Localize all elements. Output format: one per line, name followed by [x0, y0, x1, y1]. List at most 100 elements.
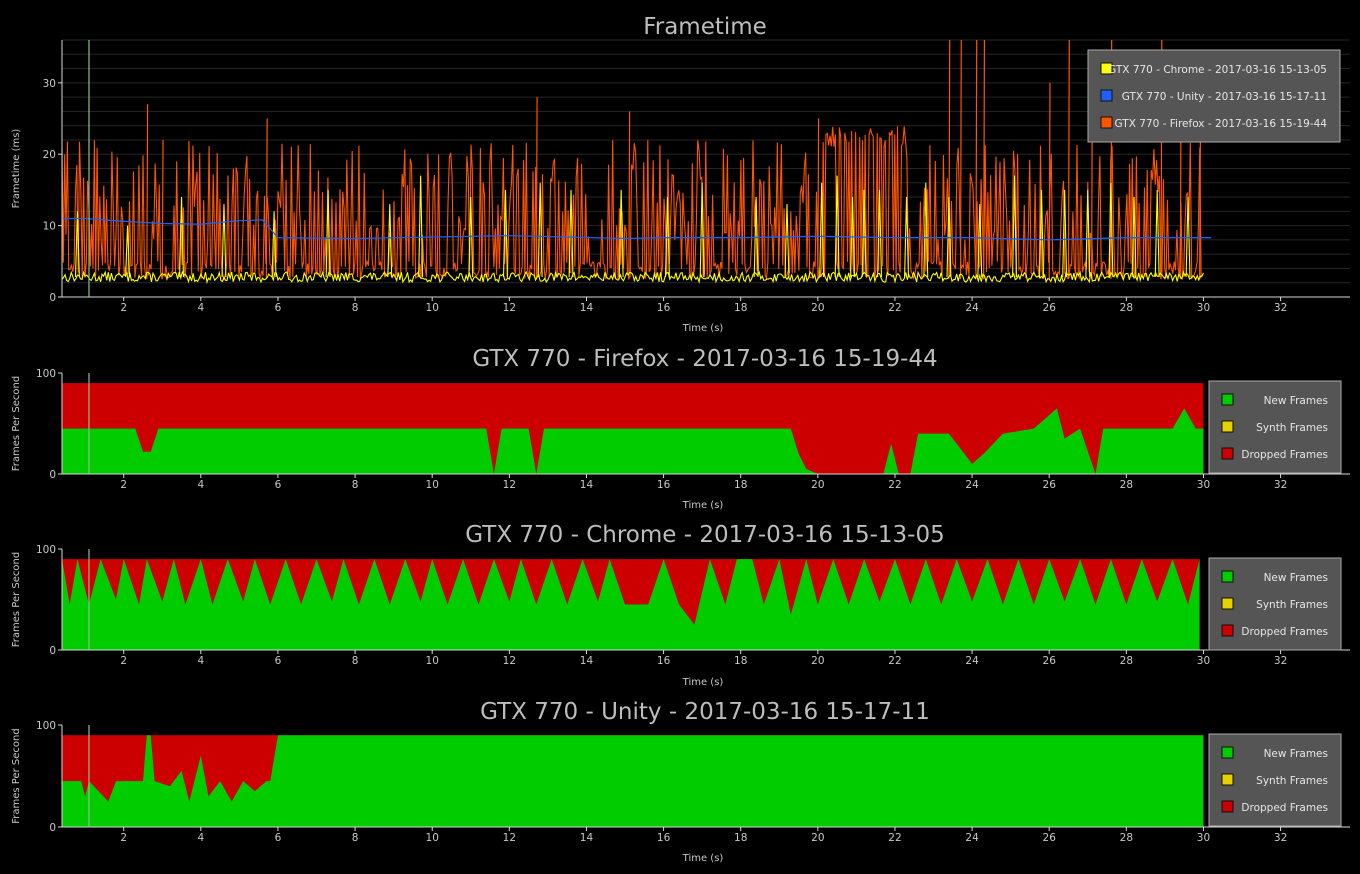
chart-title: GTX 770 - Firefox - 2017-03-16 15-19-44 [472, 346, 937, 372]
legend-box [1087, 49, 1341, 143]
x-tick-label: 16 [657, 832, 671, 844]
x-tick-label: 22 [888, 832, 901, 844]
x-tick-label: 2 [120, 302, 127, 314]
legend-swatch-dropped-frames [1221, 447, 1234, 460]
x-tick-label: 28 [1120, 479, 1133, 491]
chrome-spike [819, 182, 825, 278]
x-tick-label: 10 [426, 655, 439, 667]
chrome-spike [221, 204, 227, 278]
y-tick-label: 100 [36, 544, 56, 556]
chrome-spike [946, 197, 952, 278]
y-tick-label: 10 [43, 221, 56, 233]
x-tick-label: 24 [965, 479, 979, 491]
y-tick-label: 100 [36, 368, 56, 380]
chart-title: GTX 770 - Unity - 2017-03-16 15-17-11 [480, 699, 930, 725]
new-frames-area [62, 408, 1204, 474]
chrome-spike [271, 211, 277, 278]
x-tick-label: 8 [352, 832, 359, 844]
firefox-spike [817, 118, 820, 280]
legend-entry: Synth Frames [1256, 775, 1328, 787]
x-tick-label: 18 [734, 832, 747, 844]
x-tick-label: 14 [580, 832, 594, 844]
x-tick-label: 28 [1120, 832, 1133, 844]
y-axis-label: Frames Per Second [11, 728, 22, 823]
legend-swatch-synth-frames [1221, 597, 1234, 610]
x-tick-label: 14 [580, 479, 594, 491]
x-tick-label: 2 [120, 655, 127, 667]
legend: New Frames Synth Frames Dropped Frames [1208, 380, 1342, 474]
chart-title: Frametime [643, 14, 767, 40]
x-axis-label: Time (s) [682, 853, 724, 864]
chrome-spike [502, 189, 508, 278]
chart-title: GTX 770 - Chrome - 2017-03-16 15-13-05 [465, 522, 944, 548]
chrome-spike [834, 175, 840, 278]
x-axis-label: Time (s) [682, 323, 724, 334]
x-tick-label: 4 [197, 479, 204, 491]
y-tick-label: 0 [49, 822, 56, 834]
x-tick-label: 28 [1120, 302, 1133, 314]
legend-swatch-dropped-frames [1221, 624, 1234, 637]
x-tick-label: 22 [888, 655, 901, 667]
legend-entry: New Frames [1264, 748, 1328, 760]
legend-swatch-dropped-frames [1221, 800, 1234, 813]
legend-entry: Dropped Frames [1241, 802, 1328, 814]
x-tick-label: 10 [426, 479, 439, 491]
firefox-spike [265, 118, 268, 280]
y-axis-label: Frametime (ms) [11, 129, 22, 209]
x-tick-label: 24 [965, 655, 979, 667]
legend-entry: Synth Frames [1256, 599, 1328, 611]
chrome-spike [923, 182, 929, 278]
y-tick-label: 0 [49, 645, 56, 657]
x-tick-label: 6 [275, 832, 282, 844]
x-tick-label: 2 [120, 832, 127, 844]
x-tick-label: 12 [503, 479, 516, 491]
firefox-spike [1067, 39, 1070, 280]
chrome-spike [125, 225, 131, 278]
chrome-spike [850, 197, 856, 278]
legend-entry: New Frames [1264, 395, 1328, 407]
x-tick-label: 4 [197, 655, 204, 667]
x-tick-label: 4 [197, 302, 204, 314]
x-tick-label: 8 [352, 302, 359, 314]
firefox-spike [983, 39, 986, 280]
chrome-spike [1185, 197, 1191, 278]
chrome-spike [753, 197, 759, 278]
x-tick-label: 20 [811, 655, 824, 667]
chrome-spike [977, 204, 983, 278]
y-tick-label: 30 [43, 78, 56, 90]
x-tick-label: 26 [1043, 479, 1057, 491]
chrome-spike [877, 189, 883, 278]
x-tick-label: 30 [1197, 832, 1210, 844]
chrome-spike [1108, 182, 1114, 278]
chrome-spike [1062, 189, 1068, 278]
legend-entry: GTX 770 - Unity - 2017-03-16 15-17-11 [1122, 91, 1327, 103]
x-tick-label: 26 [1043, 302, 1057, 314]
new-frames-area [62, 735, 1204, 827]
chrome-spike [1131, 197, 1137, 278]
legend-swatch-new-frames [1221, 570, 1234, 583]
chrome-spike [1154, 189, 1160, 278]
chrome-spike [904, 197, 910, 278]
legend-entry: GTX 770 - Chrome - 2017-03-16 15-13-05 [1108, 64, 1327, 76]
legend-swatch-synth-frames [1221, 420, 1234, 433]
x-tick-label: 16 [657, 479, 671, 491]
legend: New Frames Synth Frames Dropped Frames [1208, 733, 1342, 827]
chrome-spike [664, 197, 670, 278]
legend-entry: GTX 770 - Firefox - 2017-03-16 15-19-44 [1115, 118, 1328, 130]
x-tick-label: 14 [580, 302, 594, 314]
x-tick-label: 10 [426, 302, 439, 314]
chrome-spike [179, 197, 185, 278]
x-tick-label: 12 [503, 655, 516, 667]
x-tick-label: 6 [275, 302, 282, 314]
x-tick-label: 14 [580, 655, 594, 667]
firefox-spike [975, 39, 978, 280]
x-tick-label: 8 [352, 655, 359, 667]
x-tick-label: 20 [811, 302, 824, 314]
series-unity-line [62, 217, 1212, 241]
chrome-spike [74, 211, 80, 278]
y-tick-label: 100 [36, 720, 56, 732]
legend-swatch-new-frames [1221, 746, 1234, 759]
x-tick-label: 20 [811, 479, 824, 491]
legend-entry: Dropped Frames [1241, 449, 1328, 461]
